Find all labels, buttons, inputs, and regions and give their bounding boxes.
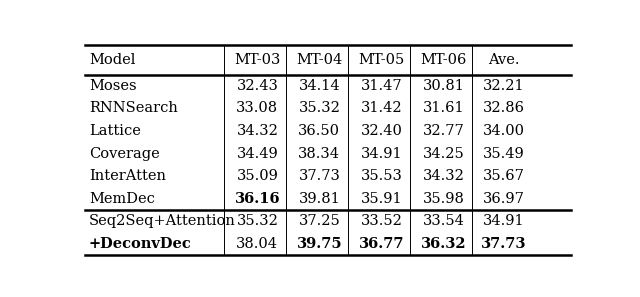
Text: 32.86: 32.86 <box>483 101 525 116</box>
Text: 37.73: 37.73 <box>298 169 340 183</box>
Text: 37.25: 37.25 <box>298 214 340 228</box>
Text: 36.50: 36.50 <box>298 124 340 138</box>
Text: Coverage: Coverage <box>89 146 159 161</box>
Text: 36.97: 36.97 <box>483 192 525 206</box>
Text: InterAtten: InterAtten <box>89 169 166 183</box>
Text: 33.54: 33.54 <box>422 214 464 228</box>
Text: 34.32: 34.32 <box>422 169 464 183</box>
Text: 36.32: 36.32 <box>420 237 466 251</box>
Text: 32.43: 32.43 <box>236 79 278 93</box>
Text: MT-03: MT-03 <box>234 53 280 67</box>
Text: 33.52: 33.52 <box>360 214 403 228</box>
Text: 34.00: 34.00 <box>483 124 525 138</box>
Text: 35.67: 35.67 <box>483 169 525 183</box>
Text: 34.91: 34.91 <box>360 146 402 161</box>
Text: Lattice: Lattice <box>89 124 141 138</box>
Text: 31.42: 31.42 <box>360 101 402 116</box>
Text: 35.32: 35.32 <box>298 101 340 116</box>
Text: MT-04: MT-04 <box>296 53 342 67</box>
Text: 32.21: 32.21 <box>483 79 525 93</box>
Text: Model: Model <box>89 53 135 67</box>
Text: 35.98: 35.98 <box>422 192 464 206</box>
Text: 34.49: 34.49 <box>236 146 278 161</box>
Text: 36.16: 36.16 <box>234 192 280 206</box>
Text: 34.14: 34.14 <box>298 79 340 93</box>
Text: MT-06: MT-06 <box>420 53 467 67</box>
Text: Moses: Moses <box>89 79 136 93</box>
Text: 35.91: 35.91 <box>360 192 402 206</box>
Text: 34.32: 34.32 <box>236 124 278 138</box>
Text: Ave.: Ave. <box>488 53 520 67</box>
Text: +DeconvDec: +DeconvDec <box>89 237 191 251</box>
Text: 36.77: 36.77 <box>358 237 404 251</box>
Text: MT-05: MT-05 <box>358 53 404 67</box>
Text: 37.73: 37.73 <box>481 237 527 251</box>
Text: RNNSearch: RNNSearch <box>89 101 178 116</box>
Text: 31.47: 31.47 <box>360 79 402 93</box>
Text: 39.75: 39.75 <box>296 237 342 251</box>
Text: MemDec: MemDec <box>89 192 155 206</box>
Text: 35.53: 35.53 <box>360 169 403 183</box>
Text: 38.34: 38.34 <box>298 146 340 161</box>
Text: 38.04: 38.04 <box>236 237 278 251</box>
Text: 35.09: 35.09 <box>236 169 278 183</box>
Text: 32.40: 32.40 <box>360 124 403 138</box>
Text: 30.81: 30.81 <box>422 79 464 93</box>
Text: 34.25: 34.25 <box>422 146 464 161</box>
Text: 35.32: 35.32 <box>236 214 278 228</box>
Text: 32.77: 32.77 <box>422 124 464 138</box>
Text: Seq2Seq+Attention: Seq2Seq+Attention <box>89 214 236 228</box>
Text: 39.81: 39.81 <box>298 192 340 206</box>
Text: 34.91: 34.91 <box>483 214 525 228</box>
Text: 35.49: 35.49 <box>483 146 525 161</box>
Text: 31.61: 31.61 <box>422 101 464 116</box>
Text: 33.08: 33.08 <box>236 101 278 116</box>
